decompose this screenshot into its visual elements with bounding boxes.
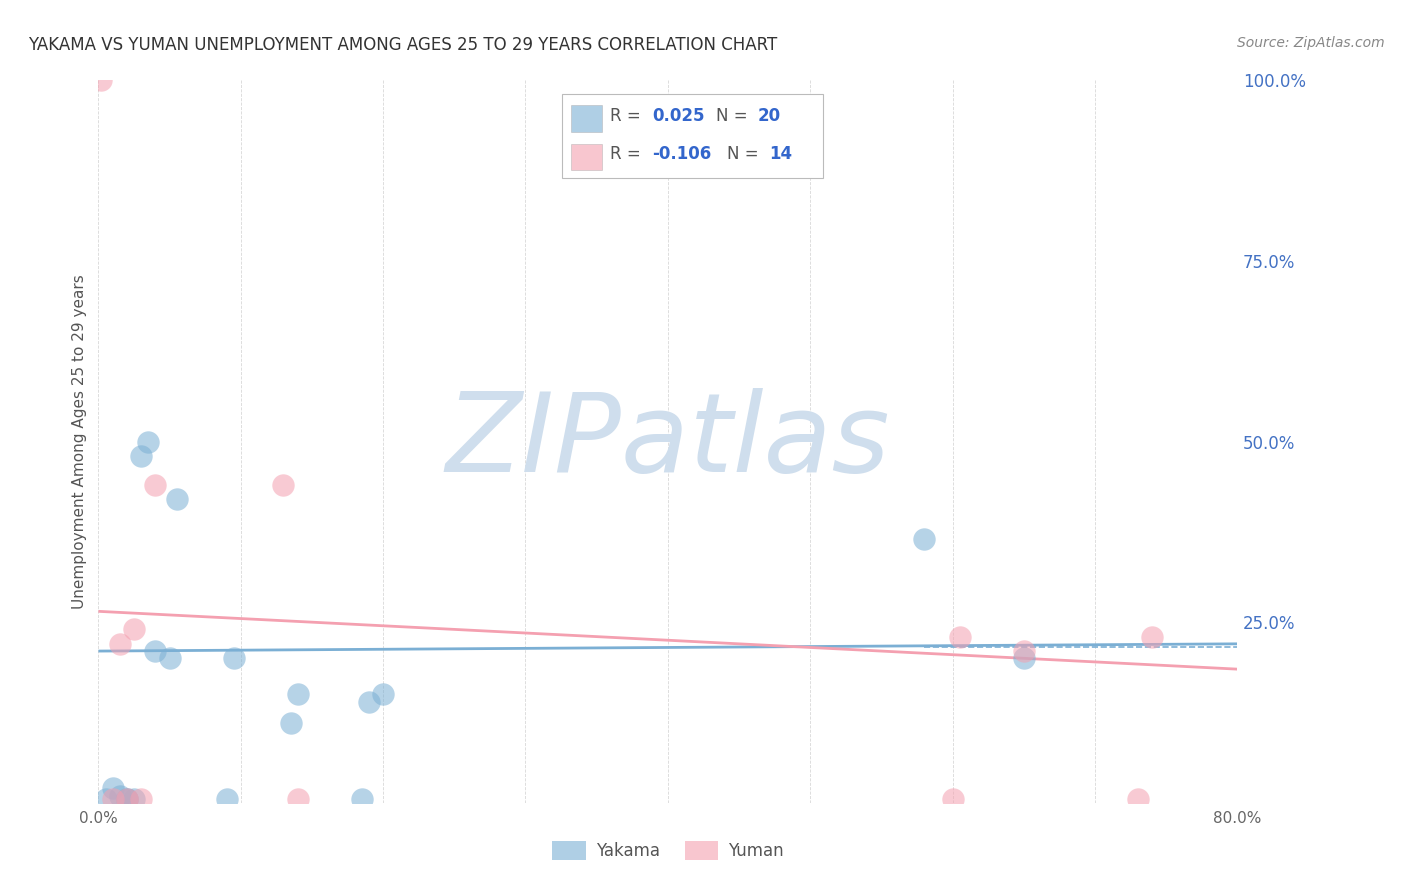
Point — [90, 73, 112, 87]
Point — [215, 792, 238, 806]
Point — [273, 478, 295, 492]
Point — [280, 716, 302, 731]
Text: N =: N = — [727, 145, 763, 163]
Point — [949, 630, 972, 644]
Point — [1126, 792, 1149, 806]
Text: 14: 14 — [769, 145, 792, 163]
Point — [108, 637, 131, 651]
Legend: Yakama, Yuman: Yakama, Yuman — [546, 834, 790, 867]
Point — [115, 792, 138, 806]
Point — [122, 623, 145, 637]
Point — [912, 532, 935, 546]
Point — [1140, 630, 1163, 644]
Point — [166, 492, 188, 507]
Point — [942, 792, 965, 806]
Point — [122, 792, 145, 806]
Point — [222, 651, 245, 665]
Point — [129, 792, 152, 806]
Text: R =: R = — [610, 107, 647, 125]
Point — [287, 687, 309, 701]
Point — [145, 478, 167, 492]
Point — [373, 687, 395, 701]
Text: 20: 20 — [758, 107, 780, 125]
Point — [1012, 644, 1035, 658]
Point — [101, 781, 124, 796]
Point — [287, 792, 309, 806]
Point — [115, 792, 138, 806]
Point — [136, 434, 159, 449]
Point — [108, 789, 131, 803]
Point — [145, 644, 167, 658]
Point — [115, 792, 138, 806]
Point — [129, 449, 152, 463]
Text: Source: ZipAtlas.com: Source: ZipAtlas.com — [1237, 36, 1385, 50]
Point — [101, 792, 124, 806]
Text: -0.106: -0.106 — [652, 145, 711, 163]
Text: YAKAMA VS YUMAN UNEMPLOYMENT AMONG AGES 25 TO 29 YEARS CORRELATION CHART: YAKAMA VS YUMAN UNEMPLOYMENT AMONG AGES … — [28, 36, 778, 54]
Text: ZIPatlas: ZIPatlas — [446, 388, 890, 495]
Text: N =: N = — [716, 107, 752, 125]
Y-axis label: Unemployment Among Ages 25 to 29 years: Unemployment Among Ages 25 to 29 years — [72, 274, 87, 609]
Point — [357, 695, 380, 709]
Text: 0.025: 0.025 — [652, 107, 704, 125]
Text: R =: R = — [610, 145, 647, 163]
Point — [159, 651, 181, 665]
Point — [1012, 651, 1035, 665]
Point — [350, 792, 373, 806]
Point — [94, 792, 117, 806]
